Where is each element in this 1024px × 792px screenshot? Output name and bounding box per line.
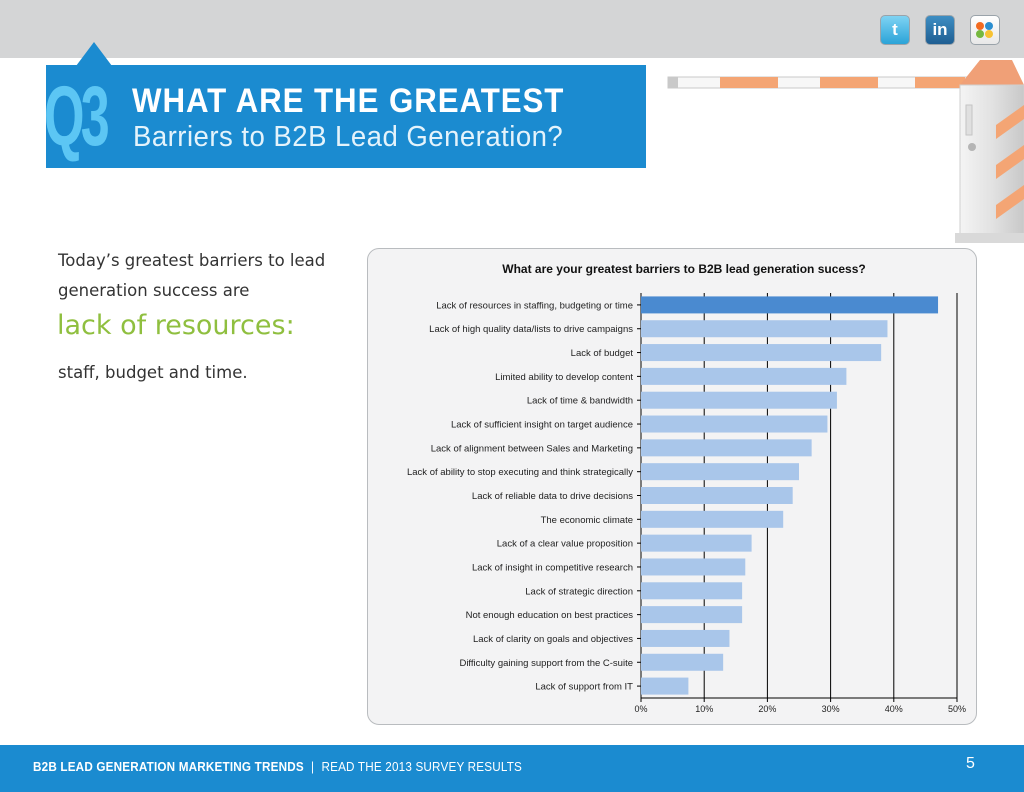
category-label: Lack of strategic direction [525,586,633,597]
bar [641,344,882,362]
category-label: The economic climate [541,515,633,526]
top-band [0,0,1024,58]
category-label: Lack of budget [571,348,634,359]
bar [641,558,746,576]
bar [641,463,799,481]
stumbleupon-icon[interactable] [970,15,1000,45]
x-tick-label: 50% [948,704,966,714]
barrier-gate-illustration [667,60,1024,243]
question-number: Q3 [44,69,110,163]
twitter-icon[interactable]: t [880,15,910,45]
bar [641,367,847,385]
page-title: WHAT ARE THE GREATEST [132,82,565,120]
intro-text-detail: staff, budget and time. [58,363,248,382]
page-number: 5 [966,755,975,772]
category-label: Lack of reliable data to drive decisions [472,491,633,502]
chart-title: What are your greatest barriers to B2B l… [502,262,866,276]
x-tick-label: 10% [695,704,713,714]
x-tick-label: 0% [634,704,647,714]
bar [641,510,784,528]
footer-text: B2B LEAD GENERATION MARKETING TRENDS | REA… [33,759,522,774]
bar-chart: 0% 10% 20% 30% 40% 50% Lack of resources in st… [407,293,966,714]
intro-highlight: lack of resources: [57,310,295,341]
bar [641,296,939,314]
category-label: Lack of support from IT [535,682,633,693]
linkedin-icon[interactable]: in [925,15,955,45]
bar [641,582,743,600]
intro-text: Today’s greatest barriers to lead genera… [58,251,326,300]
category-label: Lack of time & bandwidth [527,396,633,407]
category-label: Lack of alignment between Sales and Mark… [431,443,633,454]
footer-title: B2B LEAD GENERATION MARKETING TRENDS [33,759,304,774]
bar [641,415,828,433]
category-label: Lack of sufficient insight on target aud… [451,420,633,431]
bar [641,606,743,624]
category-label: Lack of clarity on goals and objectives [473,634,633,645]
footer-separator: | [311,759,315,774]
footer-bar [0,745,1024,792]
category-label: Lack of resources in staffing, budgeting… [436,300,633,311]
bar [641,534,752,552]
footer-cta-link[interactable]: READ THE 2013 SURVEY RESULTS [321,759,523,774]
category-label: Difficulty gaining support from the C-su… [459,658,633,669]
bar [641,439,812,457]
x-tick-label: 40% [885,704,903,714]
bar [641,677,689,695]
bar [641,391,837,409]
category-label: Lack of a clear value proposition [497,539,633,550]
category-label: Lack of ability to stop executing and th… [407,467,633,478]
page-subtitle: Barriers to B2B Lead Generation? [133,121,564,153]
header-pointer [76,42,112,66]
bar [641,629,730,647]
category-label: Lack of insight in competitive research [472,562,633,573]
x-tick-label: 20% [758,704,776,714]
category-label: Limited ability to develop content [495,372,633,383]
bar [641,320,888,338]
bar [641,653,724,671]
header-box [46,65,646,168]
category-label: Lack of high quality data/lists to drive… [429,324,633,335]
category-label: Not enough education on best practices [466,610,634,621]
x-tick-label: 30% [822,704,840,714]
bar [641,487,793,504]
